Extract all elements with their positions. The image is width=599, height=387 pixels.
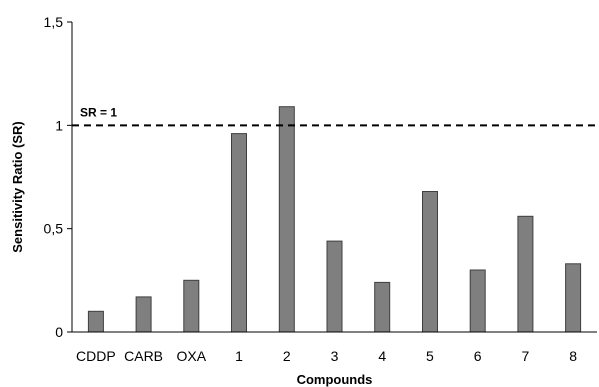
bar-2: [279, 107, 294, 332]
x-tick-label: CARB: [124, 348, 163, 364]
bar-CARB: [136, 297, 151, 332]
x-axis-title: Compounds: [297, 372, 373, 387]
bar-4: [375, 282, 390, 332]
reference-line-label: SR = 1: [80, 105, 117, 119]
bar-7: [518, 216, 533, 332]
x-tick-label: 5: [426, 348, 434, 364]
bar-OXA: [184, 280, 199, 332]
x-tick-label: 8: [569, 348, 577, 364]
x-tick-labels: CDDP CARB OXA 1 2 3 4 5 6 7 8: [76, 348, 577, 364]
bar-6: [470, 270, 485, 332]
x-tick-label: 2: [283, 348, 291, 364]
x-tick-label: 1: [235, 348, 243, 364]
y-tick-label: 0: [55, 324, 63, 340]
bar-3: [327, 241, 342, 332]
y-tick-label: 1,5: [44, 14, 64, 30]
bar-5: [423, 192, 438, 333]
y-tick-label: 1: [55, 117, 63, 133]
bar-CDDP: [88, 311, 103, 332]
x-tick-label: 4: [378, 348, 386, 364]
bar-1: [232, 134, 247, 332]
y-tick-label: 0,5: [44, 221, 64, 237]
x-tick-label: OXA: [177, 348, 207, 364]
bar-8: [566, 264, 581, 332]
x-tick-label: 7: [522, 348, 530, 364]
y-ticks: 0 0,5 1 1,5: [44, 14, 72, 340]
y-axis-title: Sensitivity Ratio (SR): [10, 121, 25, 252]
x-tick-label: CDDP: [76, 348, 116, 364]
x-tick-label: 3: [331, 348, 339, 364]
x-tick-label: 6: [474, 348, 482, 364]
bars: [88, 107, 580, 332]
